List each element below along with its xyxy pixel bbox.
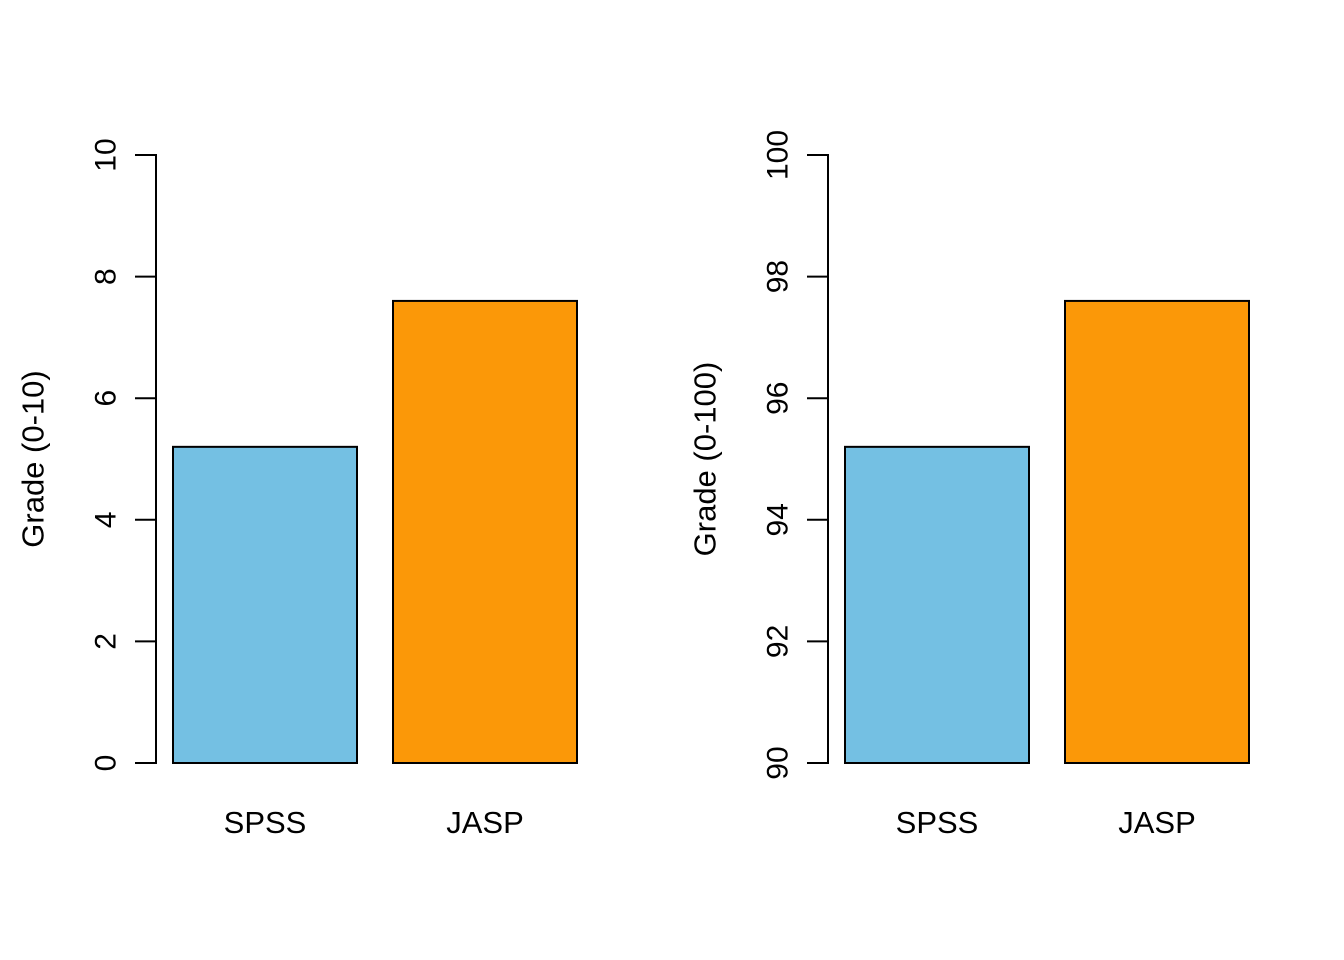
panel-grade-0-100: 90 92 94 96 98 100 Grade (0-100) SPSS JASP xyxy=(672,0,1344,960)
x-category-label-jasp: JASP xyxy=(1118,805,1196,840)
y-tick-label: 0 xyxy=(90,755,123,772)
y-tick-label: 92 xyxy=(762,625,795,658)
y-tick-label: 90 xyxy=(762,746,795,779)
x-category-label-spss: SPSS xyxy=(896,805,979,840)
y-tick-label: 4 xyxy=(90,511,123,528)
y-tick-label: 96 xyxy=(762,382,795,415)
bar-spss xyxy=(172,445,358,764)
bar-spss xyxy=(844,445,1030,764)
y-tick-label: 10 xyxy=(90,138,123,171)
y-tick-label: 2 xyxy=(90,633,123,650)
panel-grade-0-10: 0 2 4 6 8 10 Grade (0-10) SPSS JASP xyxy=(16,138,578,840)
y-axis-title: Grade (0-10) xyxy=(16,370,51,547)
x-category-label-spss: SPSS xyxy=(224,805,307,840)
y-axis-title: Grade (0-100) xyxy=(688,362,723,557)
y-tick-label: 98 xyxy=(762,260,795,293)
bar-chart-left: 0 2 4 6 8 10 Grade (0-10) SPSS JASP xyxy=(16,138,578,840)
y-tick-label: 94 xyxy=(762,503,795,536)
bar-chart-right: 90 92 94 96 98 100 Grade (0-100) SPSS JASP xyxy=(688,130,1250,840)
y-tick-label: 6 xyxy=(90,390,123,407)
bar-jasp xyxy=(392,299,578,764)
y-tick-label: 8 xyxy=(90,268,123,285)
y-tick-label: 100 xyxy=(762,130,795,180)
x-category-label-jasp: JASP xyxy=(446,805,524,840)
bar-jasp xyxy=(1064,299,1250,764)
